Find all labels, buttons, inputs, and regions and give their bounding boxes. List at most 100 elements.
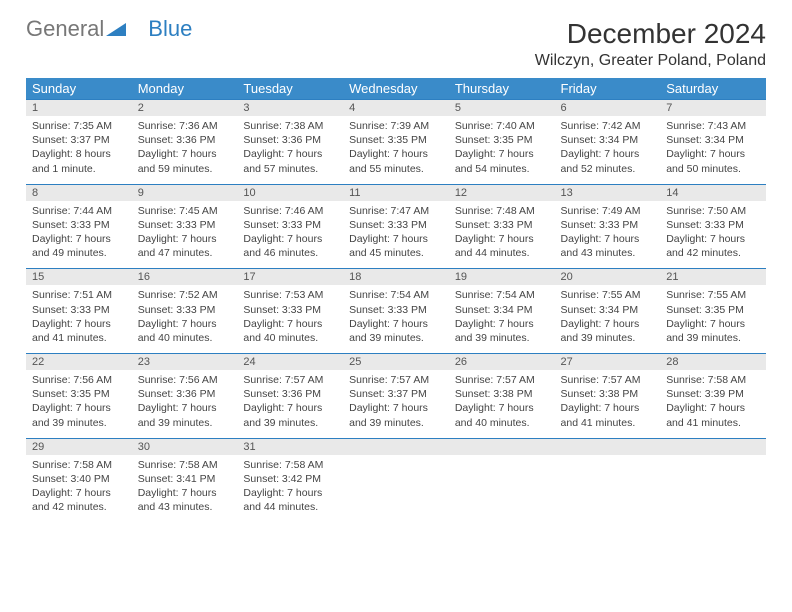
day-number: 5	[449, 100, 555, 116]
brand-triangle-icon	[106, 18, 126, 40]
sunset-line: Sunset: 3:36 PM	[138, 387, 232, 401]
sunset-line: Sunset: 3:33 PM	[243, 218, 337, 232]
day-number: 21	[660, 269, 766, 285]
sunset-line: Sunset: 3:33 PM	[349, 303, 443, 317]
day-body: Sunrise: 7:38 AMSunset: 3:36 PMDaylight:…	[237, 116, 343, 184]
day-body: Sunrise: 7:42 AMSunset: 3:34 PMDaylight:…	[555, 116, 661, 184]
daylight-line: Daylight: 7 hours and 39 minutes.	[666, 317, 760, 345]
sunrise-line: Sunrise: 7:55 AM	[666, 288, 760, 302]
daylight-line: Daylight: 7 hours and 42 minutes.	[32, 486, 126, 514]
calendar-day-cell: 9Sunrise: 7:45 AMSunset: 3:33 PMDaylight…	[132, 184, 238, 269]
sunrise-line: Sunrise: 7:57 AM	[455, 373, 549, 387]
day-body: Sunrise: 7:57 AMSunset: 3:38 PMDaylight:…	[555, 370, 661, 438]
sunrise-line: Sunrise: 7:55 AM	[561, 288, 655, 302]
weekday-header: Wednesday	[343, 78, 449, 100]
sunrise-line: Sunrise: 7:57 AM	[561, 373, 655, 387]
sunrise-line: Sunrise: 7:50 AM	[666, 204, 760, 218]
sunrise-line: Sunrise: 7:40 AM	[455, 119, 549, 133]
sunrise-line: Sunrise: 7:36 AM	[138, 119, 232, 133]
day-body	[343, 455, 449, 517]
calendar-day-cell: 23Sunrise: 7:56 AMSunset: 3:36 PMDayligh…	[132, 354, 238, 439]
header: General Blue December 2024 Wilczyn, Grea…	[26, 18, 766, 70]
page-title: December 2024	[535, 18, 766, 50]
weekday-header: Saturday	[660, 78, 766, 100]
sunset-line: Sunset: 3:33 PM	[666, 218, 760, 232]
daylight-line: Daylight: 7 hours and 39 minutes.	[243, 401, 337, 429]
daylight-line: Daylight: 7 hours and 46 minutes.	[243, 232, 337, 260]
weekday-header: Monday	[132, 78, 238, 100]
calendar-day-cell: 13Sunrise: 7:49 AMSunset: 3:33 PMDayligh…	[555, 184, 661, 269]
sunrise-line: Sunrise: 7:58 AM	[666, 373, 760, 387]
daylight-line: Daylight: 7 hours and 41 minutes.	[561, 401, 655, 429]
calendar-day-cell: 26Sunrise: 7:57 AMSunset: 3:38 PMDayligh…	[449, 354, 555, 439]
daylight-line: Daylight: 7 hours and 39 minutes.	[455, 317, 549, 345]
day-body: Sunrise: 7:56 AMSunset: 3:35 PMDaylight:…	[26, 370, 132, 438]
sunset-line: Sunset: 3:40 PM	[32, 472, 126, 486]
calendar-day-cell	[449, 438, 555, 522]
daylight-line: Daylight: 7 hours and 41 minutes.	[32, 317, 126, 345]
sunrise-line: Sunrise: 7:42 AM	[561, 119, 655, 133]
day-body: Sunrise: 7:57 AMSunset: 3:38 PMDaylight:…	[449, 370, 555, 438]
sunrise-line: Sunrise: 7:52 AM	[138, 288, 232, 302]
sunset-line: Sunset: 3:33 PM	[455, 218, 549, 232]
day-body	[660, 455, 766, 517]
day-number: 30	[132, 439, 238, 455]
daylight-line: Daylight: 7 hours and 55 minutes.	[349, 147, 443, 175]
sunrise-line: Sunrise: 7:35 AM	[32, 119, 126, 133]
sunset-line: Sunset: 3:33 PM	[138, 218, 232, 232]
daylight-line: Daylight: 7 hours and 43 minutes.	[561, 232, 655, 260]
daylight-line: Daylight: 7 hours and 52 minutes.	[561, 147, 655, 175]
calendar-day-cell: 29 Sunrise: 7:58 AMSunset: 3:40 PMDayligh…	[26, 438, 132, 522]
day-number: 18	[343, 269, 449, 285]
day-number: 24	[237, 354, 343, 370]
calendar-day-cell: 21Sunrise: 7:55 AMSunset: 3:35 PMDayligh…	[660, 269, 766, 354]
calendar-day-cell: 14Sunrise: 7:50 AMSunset: 3:33 PMDayligh…	[660, 184, 766, 269]
daylight-line: Daylight: 7 hours and 40 minutes.	[243, 317, 337, 345]
day-number: 11	[343, 185, 449, 201]
calendar-day-cell: 10Sunrise: 7:46 AMSunset: 3:33 PMDayligh…	[237, 184, 343, 269]
calendar-body: 1Sunrise: 7:35 AMSunset: 3:37 PMDaylight…	[26, 100, 766, 523]
calendar-day-cell: 7Sunrise: 7:43 AMSunset: 3:34 PMDaylight…	[660, 100, 766, 185]
sunset-line: Sunset: 3:36 PM	[138, 133, 232, 147]
calendar-day-cell: 27Sunrise: 7:57 AMSunset: 3:38 PMDayligh…	[555, 354, 661, 439]
day-number: 13	[555, 185, 661, 201]
sunrise-line: Sunrise: 7:57 AM	[349, 373, 443, 387]
calendar-day-cell: 28Sunrise: 7:58 AMSunset: 3:39 PMDayligh…	[660, 354, 766, 439]
day-number	[555, 439, 661, 455]
calendar-day-cell: 20Sunrise: 7:55 AMSunset: 3:34 PMDayligh…	[555, 269, 661, 354]
brand-part1: General	[26, 18, 104, 40]
daylight-line: Daylight: 7 hours and 44 minutes.	[243, 486, 337, 514]
day-body: Sunrise: 7:58 AMSunset: 3:41 PMDaylight:…	[132, 455, 238, 523]
daylight-line: Daylight: 7 hours and 59 minutes.	[138, 147, 232, 175]
calendar-day-cell: 1Sunrise: 7:35 AMSunset: 3:37 PMDaylight…	[26, 100, 132, 185]
sunset-line: Sunset: 3:34 PM	[455, 303, 549, 317]
day-number: 29	[26, 439, 132, 455]
sunrise-line: Sunrise: 7:46 AM	[243, 204, 337, 218]
sunrise-line: Sunrise: 7:58 AM	[243, 458, 337, 472]
calendar-day-cell: 11Sunrise: 7:47 AMSunset: 3:33 PMDayligh…	[343, 184, 449, 269]
sunset-line: Sunset: 3:34 PM	[666, 133, 760, 147]
sunset-line: Sunset: 3:41 PM	[138, 472, 232, 486]
daylight-line: Daylight: 7 hours and 47 minutes.	[138, 232, 232, 260]
day-body	[555, 455, 661, 517]
sunset-line: Sunset: 3:36 PM	[243, 133, 337, 147]
sunset-line: Sunset: 3:39 PM	[666, 387, 760, 401]
day-number: 16	[132, 269, 238, 285]
day-body: Sunrise: 7:48 AMSunset: 3:33 PMDaylight:…	[449, 201, 555, 269]
day-number	[449, 439, 555, 455]
daylight-line: Daylight: 7 hours and 39 minutes.	[32, 401, 126, 429]
day-number: 14	[660, 185, 766, 201]
day-number: 31	[237, 439, 343, 455]
calendar-week-row: 22Sunrise: 7:56 AMSunset: 3:35 PMDayligh…	[26, 354, 766, 439]
calendar-day-cell: 3Sunrise: 7:38 AMSunset: 3:36 PMDaylight…	[237, 100, 343, 185]
sunrise-line: Sunrise: 7:54 AM	[349, 288, 443, 302]
calendar-day-cell: 2Sunrise: 7:36 AMSunset: 3:36 PMDaylight…	[132, 100, 238, 185]
daylight-line: Daylight: 7 hours and 57 minutes.	[243, 147, 337, 175]
sunset-line: Sunset: 3:37 PM	[349, 387, 443, 401]
day-body: Sunrise: 7:39 AMSunset: 3:35 PMDaylight:…	[343, 116, 449, 184]
sunset-line: Sunset: 3:34 PM	[561, 303, 655, 317]
sunset-line: Sunset: 3:35 PM	[32, 387, 126, 401]
calendar-day-cell: 17Sunrise: 7:53 AMSunset: 3:33 PMDayligh…	[237, 269, 343, 354]
sunrise-line: Sunrise: 7:58 AM	[32, 458, 126, 472]
calendar-day-cell: 4Sunrise: 7:39 AMSunset: 3:35 PMDaylight…	[343, 100, 449, 185]
